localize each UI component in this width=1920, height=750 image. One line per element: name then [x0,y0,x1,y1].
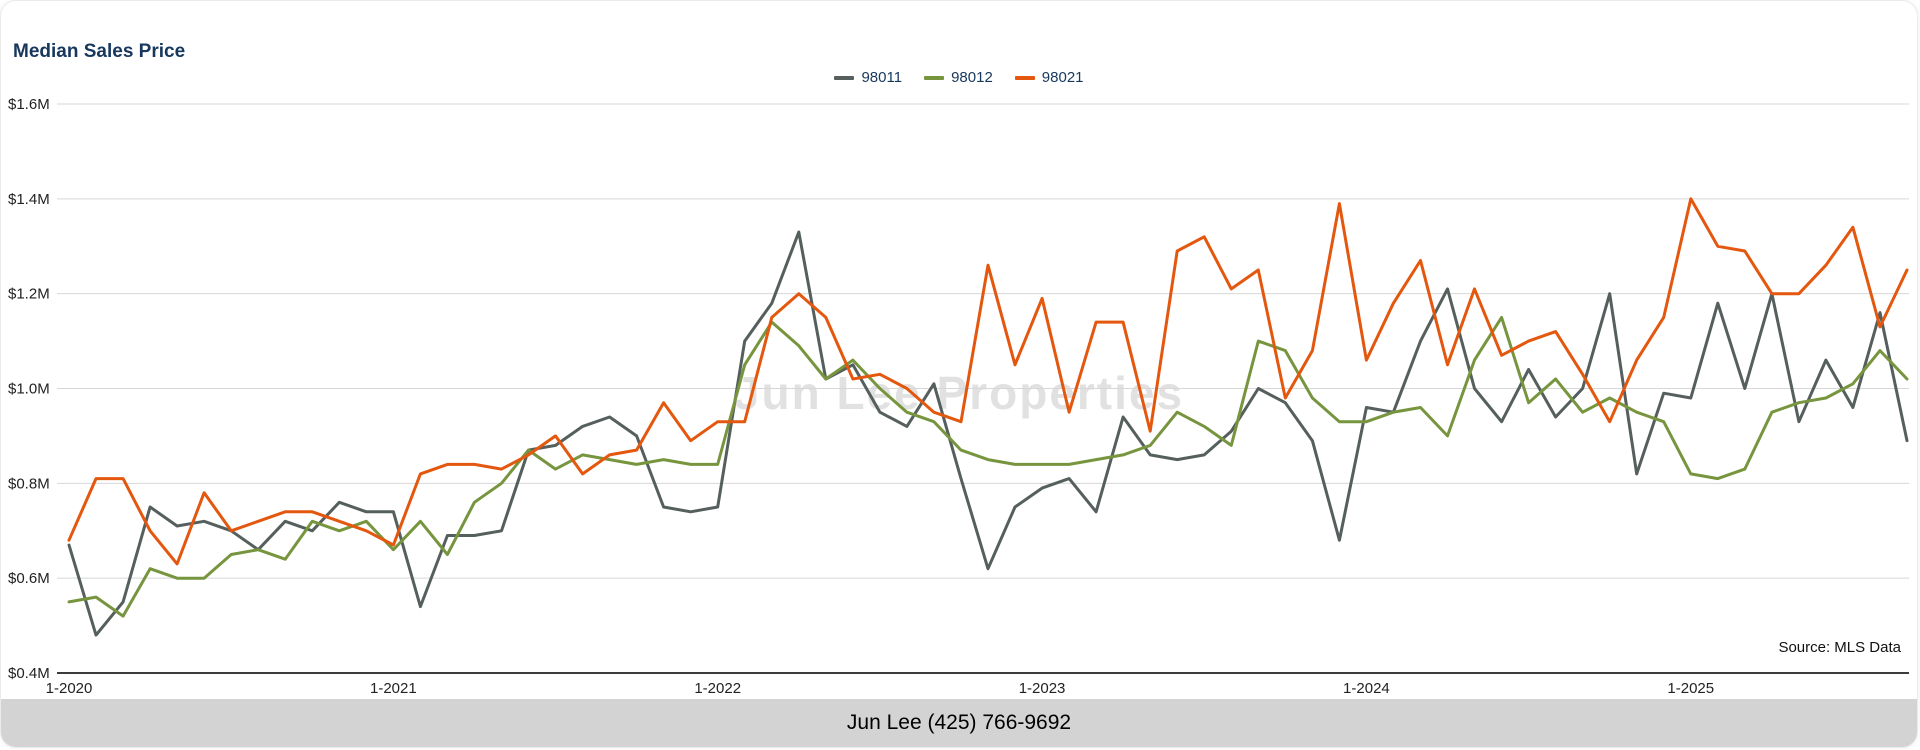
y-tick-label: $1.0M [8,381,50,398]
y-tick-label: $0.6M [8,570,50,587]
series-line-98011 [67,230,1909,637]
series-line-98012 [67,315,1909,618]
x-tick-label: 1-2025 [1667,680,1714,697]
footer-bar: Jun Lee (425) 766-9692 [1,699,1917,747]
legend-label: 98012 [951,69,993,86]
y-tick-label: $0.8M [8,475,50,492]
footer-contact: Jun Lee (425) 766-9692 [846,711,1072,734]
y-tick-label: $1.4M [8,191,50,208]
source-label: Source: MLS Data [1778,639,1901,656]
legend-swatch-icon [924,75,945,80]
chart-canvas: $0.4M $0.6M $0.8M $1.0M $1.2M $1.4M $1.6M 1-202… [8,96,1909,697]
y-tick-label: $0.4M [8,665,50,682]
legend-swatch-icon [834,75,855,80]
legend-label: 98011 [861,69,903,86]
legend: 98011 98012 98021 [1,69,1917,86]
chart-title: Median Sales Price [13,41,186,62]
legend-label: 98021 [1041,69,1084,86]
y-tick-label: $1.6M [8,96,50,113]
series-line-98021 [67,197,1909,566]
x-tick-label: 1-2021 [370,680,417,697]
legend-item-98012[interactable]: 98012 [924,69,993,86]
x-tick-label: 1-2022 [694,680,741,697]
x-tick-label: 1-2024 [1343,680,1390,697]
legend-swatch-icon [1014,75,1035,80]
legend-item-98021[interactable]: 98021 [1014,69,1084,86]
x-tick-label: 1-2020 [46,680,93,697]
y-tick-label: $1.2M [8,286,50,303]
x-tick-label: 1-2023 [1019,680,1066,697]
legend-item-98011[interactable]: 98011 [834,69,902,86]
